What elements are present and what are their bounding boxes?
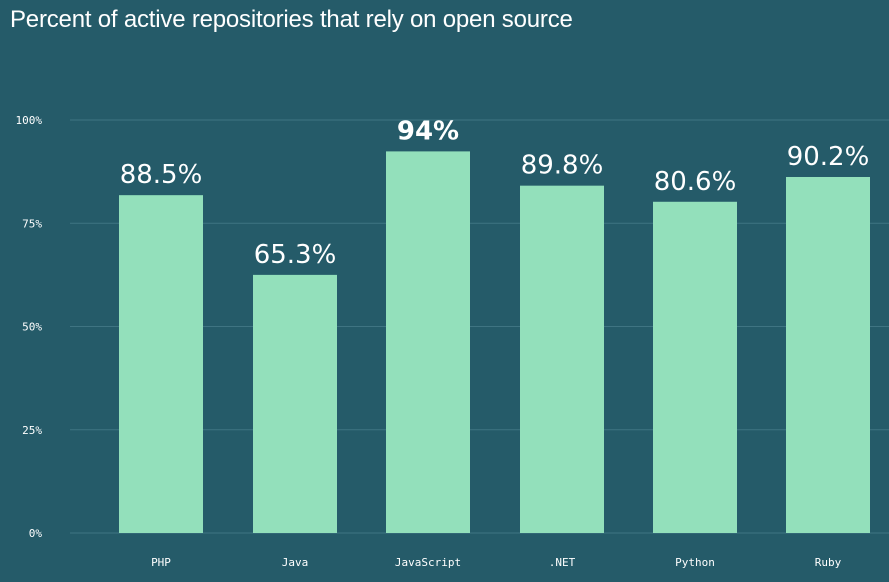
data-label-python: 80.6%: [654, 167, 737, 197]
chart-title: Percent of active repositories that rely…: [10, 6, 573, 33]
x-tick-label-ruby: Ruby: [815, 556, 842, 569]
bar-ruby: [786, 176, 870, 533]
y-tick-label-75: 75%: [22, 217, 42, 230]
data-label-javascript: 94%: [397, 116, 459, 146]
x-tick-label-python: Python: [675, 556, 715, 569]
y-tick-label-0: 0%: [29, 527, 43, 540]
x-tick-label-javascript: JavaScript: [395, 556, 461, 569]
gridlines: [70, 119, 889, 534]
bar-javascript: [386, 151, 470, 533]
bars: [119, 151, 870, 534]
y-tick-label-100: 100%: [16, 114, 43, 127]
x-tick-label-php: PHP: [151, 556, 171, 569]
axis-labels: 0% 25% 50% 75% 100% PHP Java JavaScript .NET Pyth…: [16, 114, 842, 569]
data-label-php: 88.5%: [120, 160, 203, 190]
bar-python: [653, 201, 737, 534]
x-tick-label-java: Java: [282, 556, 309, 569]
data-label-ruby: 90.2%: [787, 142, 870, 172]
bar-net: [520, 185, 604, 534]
y-tick-label-50: 50%: [22, 321, 42, 334]
x-tick-label-net: .NET: [549, 556, 576, 569]
data-label-java: 65.3%: [254, 240, 337, 270]
bar-java: [253, 274, 337, 533]
y-tick-label-25: 25%: [22, 424, 42, 437]
data-labels: 88.5% 65.3% 94% 89.8% 80.6% 90.2%: [120, 116, 870, 269]
bar-php: [119, 195, 203, 533]
data-label-net: 89.8%: [521, 151, 604, 181]
